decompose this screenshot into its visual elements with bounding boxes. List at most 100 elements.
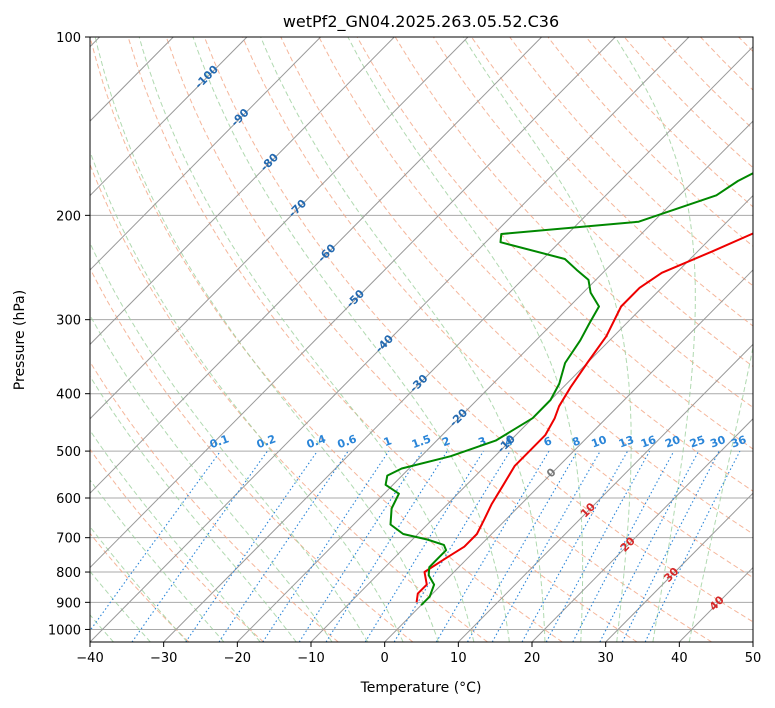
mixing-ratio-label: 8 [571,434,583,449]
mixing-ratio-line [131,450,268,642]
isotherm-line [163,46,753,642]
moist-adiabat [614,37,696,642]
y-tick-label: 300 [56,314,81,329]
y-tick-label: 600 [56,492,81,507]
mixing-ratio-label: 20 [663,433,682,451]
dry-adiabat [432,37,753,368]
moist-adiabat [260,37,546,642]
dry-adiabat [203,37,753,623]
chart-title: wetPf2_GN04.2025.263.05.52.C36 [283,12,559,32]
mixing-ratio-label: 1 [382,434,394,449]
mixing-ratio-line [545,450,651,642]
dry-adiabat [90,163,488,642]
isotherm-line [90,37,248,197]
dry-adiabat [90,267,414,642]
isotherm-line [457,343,753,642]
y-tick-label: 500 [56,445,81,460]
isotherm-line [236,120,753,642]
moist-adiabat [90,375,297,642]
x-tick-label: 20 [524,651,541,666]
x-tick-label: 30 [597,651,614,666]
mixing-ratio-line [364,450,484,642]
mixing-ratio-line [298,450,423,642]
mixing-ratio-label: 0.1 [208,432,231,451]
isotherm-line [90,37,395,346]
y-tick-label: 1000 [48,623,81,638]
y-tick-label: 200 [56,209,81,224]
dry-adiabat [471,37,753,327]
mixing-ratio-label: 25 [688,433,707,450]
grid-layer: 0.1 0.2 0.4 0.6 1 1.5 2 3 4 6 8 10 13 16 20 25 30 36-100-… [90,37,753,642]
isotherm-line [605,492,753,642]
dry-adiabat [90,448,264,642]
x-tick-label: −10 [297,651,324,666]
mixing-ratio-label: 10 [590,433,609,451]
mixing-ratio-label: 3 [477,434,489,449]
mixing-ratio-label: 0.6 [336,432,359,451]
moist-adiabat [90,429,261,642]
x-tick-label: 40 [671,651,688,666]
mixing-ratio-label: 30 [709,433,728,451]
mixing-ratio-line [572,450,675,642]
moist-adiabat [688,344,753,642]
y-tick-label: 900 [56,596,81,611]
data-layer [384,172,753,606]
y-axis-label: Pressure (hPa) [12,290,28,390]
x-tick-label: −30 [150,651,177,666]
x-tick-label: 0 [381,651,389,666]
dry-adiabat [356,37,753,450]
y-tick-label: 100 [56,31,81,46]
isotherm-line [90,37,321,271]
mixing-ratio-label: 36 [729,433,748,451]
mixing-ratio-line [90,450,221,632]
isotherm-line [310,194,753,642]
moist-adiabat [347,37,584,642]
mixing-ratio-line [393,450,511,642]
mixing-ratio-label: 4 [503,434,515,449]
mixing-ratio-label: 2 [440,434,452,449]
mixing-ratio-label: 13 [617,433,636,450]
x-tick-label: −20 [224,651,251,666]
dry-adiabat [165,37,712,642]
moist-adiabat [90,314,333,642]
mixing-ratio-label: 1.5 [410,432,433,451]
mixing-ratio-line [491,450,601,642]
mixing-ratio-label: 0.2 [255,432,278,451]
x-tick-label: 10 [450,651,467,666]
y-tick-label: 700 [56,532,81,547]
dry-adiabat [318,37,753,492]
moist-adiabat [138,37,475,642]
moist-adiabat [192,37,510,642]
dry-adiabat [127,37,638,642]
moist-adiabat [94,37,439,642]
isotherm-line [90,37,690,642]
y-tick-label: 800 [56,566,81,581]
plot-frame [89,36,754,643]
dewpoint-profile-line [384,172,753,606]
moist-adiabat [90,479,225,642]
y-tick-label: 400 [56,388,81,403]
isotherm-line [90,37,616,569]
mixing-ratio-line [621,450,720,642]
mixing-ratio-line [644,450,741,642]
mixing-ratio-line [262,450,390,642]
moist-adiabat [90,150,404,642]
dry-adiabat [90,532,190,642]
mixing-ratio-line [218,450,349,642]
mixing-ratio-label: 16 [639,433,658,451]
isotherm-line [384,269,753,642]
isotherm-line [90,37,469,420]
axes-layer: −40 −30 −20 −10 0 10 20 30 40 5010020030040050060… [48,31,761,666]
isotherm-line [90,37,542,494]
isotherm-line [531,418,753,642]
mixing-ratio-label: 6 [542,434,554,449]
mixing-ratio-line [521,450,629,642]
temperature-profile-line [415,232,753,603]
mixing-ratio-line [325,450,448,642]
mixing-ratio-line [185,450,318,642]
x-tick-label: 50 [745,651,762,666]
mixing-ratio-label: 0.4 [305,432,328,451]
x-axis-label: Temperature (°C) [360,680,482,696]
moist-adiabat [90,241,369,642]
